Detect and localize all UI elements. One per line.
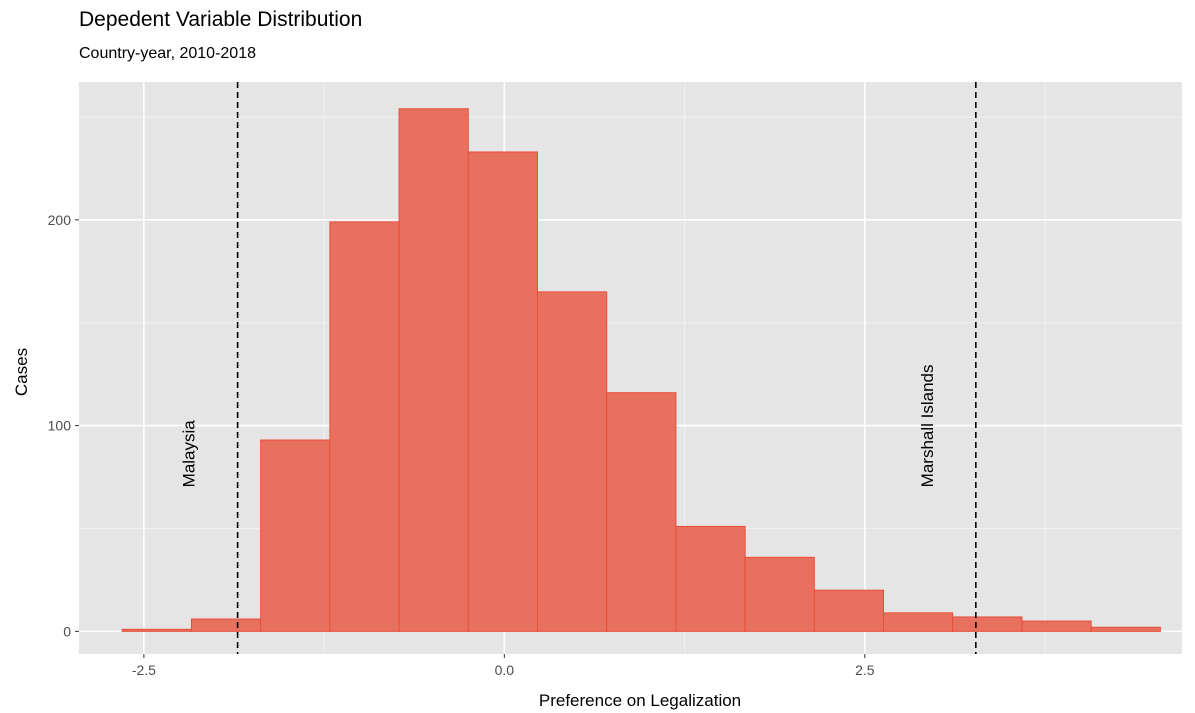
histogram-bar <box>952 616 1023 632</box>
histogram-bar <box>537 291 608 632</box>
histogram-bar <box>398 108 469 632</box>
x-tick-label: -2.5 <box>132 662 156 678</box>
histogram-bar <box>1090 626 1161 632</box>
histogram-bar <box>813 589 885 632</box>
histogram-bar <box>883 612 954 632</box>
histogram-bar <box>1021 620 1092 632</box>
reference-line-label: Malaysia <box>180 420 199 488</box>
y-tick-label: 200 <box>48 212 72 228</box>
y-axis-ticks: 0 100 200 <box>48 212 79 639</box>
chart-subtitle: Country-year, 2010-2018 <box>79 45 256 62</box>
histogram-bar <box>260 439 331 632</box>
histogram-bar <box>121 628 192 632</box>
chart-title: Depedent Variable Distribution <box>79 8 363 31</box>
histogram-bar <box>190 618 262 632</box>
histogram-bar <box>329 221 400 632</box>
x-tick-label: 2.5 <box>855 662 875 678</box>
x-tick-label: 0.0 <box>495 662 515 678</box>
histogram-bar <box>467 151 539 632</box>
y-tick-label: 100 <box>48 418 72 434</box>
reference-lines: Malaysia Marshall Islands <box>180 82 977 654</box>
histogram-bar <box>606 392 677 632</box>
reference-line-label: Marshall Islands <box>918 365 937 488</box>
histogram-bar <box>675 525 746 632</box>
y-axis-label: Cases <box>12 348 31 396</box>
histogram-bars <box>121 108 1161 632</box>
histogram-bar <box>744 556 815 632</box>
y-tick-label: 0 <box>63 623 71 639</box>
x-axis-ticks: -2.5 0.0 2.5 <box>132 654 875 678</box>
x-axis-label: Preference on Legalization <box>539 691 741 710</box>
